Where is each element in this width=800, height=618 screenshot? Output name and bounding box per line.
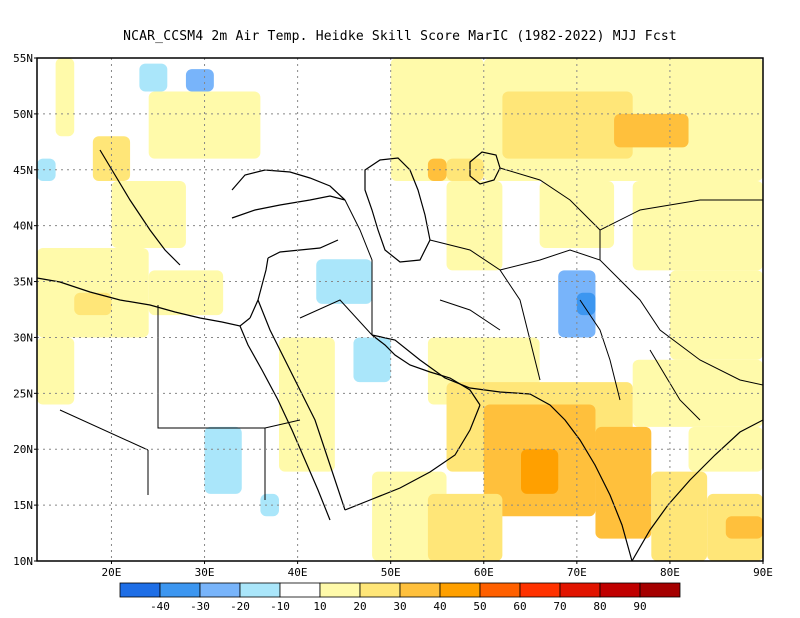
anatolia-south-coast (267, 239, 339, 259)
latitude-label: 35N (13, 276, 33, 289)
skill-score-field (37, 58, 763, 561)
skill-region (353, 337, 391, 383)
colorbar-bin (639, 582, 681, 598)
colorbar-bin (399, 582, 441, 598)
skill-region (92, 136, 131, 181)
skill-region (139, 63, 168, 92)
colorbar-label: 90 (633, 600, 646, 613)
skill-region (74, 292, 112, 316)
colorbar-label: 70 (553, 600, 566, 613)
colorbar-label: 80 (593, 600, 606, 613)
latitude-label: 25N (13, 387, 33, 400)
latitude-label: 55N (13, 52, 33, 65)
colorbar-label: 60 (513, 600, 526, 613)
latitude-label: 20N (13, 443, 33, 456)
skill-region (446, 158, 484, 181)
colorbar-label: 40 (433, 600, 446, 613)
skill-region (427, 493, 503, 561)
colorbar-label: -10 (270, 600, 290, 613)
aral-sea (469, 151, 501, 185)
longitude-label: 80E (660, 566, 680, 579)
colorbar-label: 30 (393, 600, 406, 613)
india-east-coast (631, 419, 763, 561)
skill-region (688, 426, 763, 472)
colorbar-labels: -40 -30 -20 -10 10 20 30 40 50 60 70 80 90 (150, 600, 647, 613)
longitude-label: 50E (381, 566, 401, 579)
latitude-label: 30N (13, 331, 33, 344)
skill-region (651, 471, 708, 561)
skill-region (204, 426, 242, 494)
colorbar-bin (599, 582, 641, 598)
colorbar-bin (199, 582, 241, 598)
longitude-label: 20E (102, 566, 122, 579)
plot-frame (36, 57, 764, 562)
skill-region (390, 58, 484, 181)
skill-region (669, 270, 763, 360)
latitude-label: 45N (13, 164, 33, 177)
skill-region (37, 337, 75, 405)
longitude-label: 30E (195, 566, 215, 579)
iran-south-coast (371, 334, 531, 395)
colorbar-label: 20 (353, 600, 366, 613)
colorbar-bin (359, 582, 401, 598)
latitude-labels: 55N 50N 45N 40N 35N 30N 25N 20N 15N 10N (13, 52, 37, 568)
anatolia-north-coast (231, 195, 346, 219)
skill-region (185, 69, 214, 92)
skill-region (521, 449, 559, 494)
colorbar-bin (239, 582, 281, 598)
colorbar-bin (519, 582, 561, 598)
colorbar-bin (319, 582, 361, 598)
colorbar-bin (279, 582, 321, 598)
skill-region (37, 158, 56, 181)
skill-region (260, 493, 279, 517)
north-africa-coast (37, 277, 251, 327)
caspian-sea (364, 157, 431, 263)
red-sea-west-coast (239, 325, 331, 521)
colorbar-label: 10 (313, 600, 326, 613)
longitude-label: 40E (288, 566, 308, 579)
colorbar-bin (119, 582, 161, 598)
colorbar-bin (159, 582, 201, 598)
longitude-label: 90E (753, 566, 773, 579)
latitude-label: 10N (13, 555, 33, 568)
colorbar-label: -40 (150, 600, 170, 613)
persian-gulf-coast (371, 334, 481, 406)
skill-region (576, 292, 596, 316)
latitude-label: 50N (13, 108, 33, 121)
levant-coast (249, 257, 269, 319)
colorbar-bin (559, 582, 601, 598)
colorbar-bin (439, 582, 481, 598)
skill-region (55, 58, 75, 137)
latitude-label: 15N (13, 499, 33, 512)
arabia-south-coast (344, 404, 481, 511)
balkan-coast (99, 149, 181, 266)
skill-region (111, 180, 186, 249)
political-borders (59, 167, 763, 500)
graticule (37, 58, 763, 561)
longitude-labels: 20E 30E 40E 50E 60E 70E 80E 90E (102, 561, 773, 579)
map-title: NCAR_CCSM4 2m Air Temp. Heidke Skill Sco… (123, 29, 677, 44)
arabia-west-coast (257, 299, 346, 511)
skill-region (502, 91, 633, 159)
longitude-label: 60E (474, 566, 494, 579)
colorbar-label: -30 (190, 600, 210, 613)
india-west-coast (529, 393, 633, 561)
black-sea-north-coast (231, 169, 346, 201)
colorbar (119, 582, 681, 598)
skill-region (614, 113, 689, 148)
colorbar-label: 50 (473, 600, 486, 613)
coastlines-and-borders (37, 149, 763, 561)
longitude-label: 70E (567, 566, 587, 579)
skill-region (725, 516, 763, 539)
colorbar-label: -20 (230, 600, 250, 613)
skill-region (427, 158, 447, 181)
skill-region (595, 426, 652, 539)
colorbar-bin (479, 582, 521, 598)
latitude-label: 40N (13, 220, 33, 233)
